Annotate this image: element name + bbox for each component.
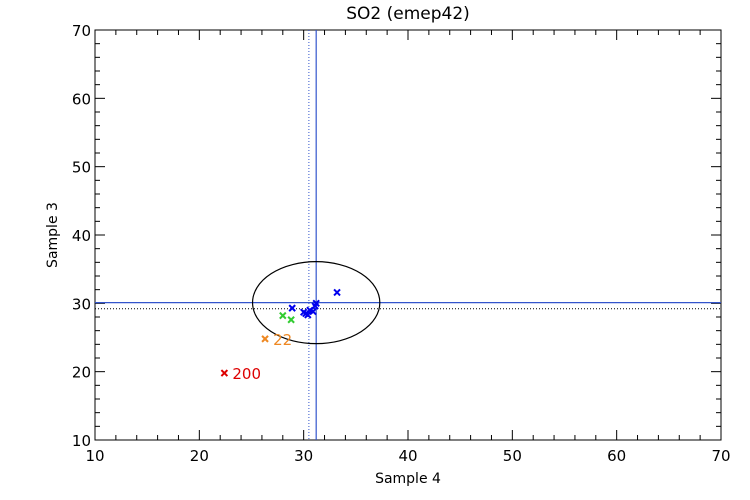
x-tick-label: 20	[190, 447, 209, 465]
chart-title: SO2 (emep42)	[346, 4, 470, 24]
x-tick-label: 50	[503, 447, 522, 465]
y-tick-label: 20	[72, 364, 91, 382]
x-tick-label: 70	[711, 447, 730, 465]
y-axis-title: Sample 3	[45, 202, 61, 268]
plot-area: 10 20 30 40 50 60 70 10 20 30 40 50 60 70 200 22	[72, 22, 731, 465]
y-tick-label: 10	[72, 432, 91, 450]
x-tick-label: 10	[85, 447, 104, 465]
scatter-point	[333, 288, 341, 297]
x-tick-label: 60	[607, 447, 626, 465]
scatter-point	[220, 369, 229, 377]
scatter-point	[261, 335, 269, 343]
scatter-point	[287, 316, 295, 324]
x-tick-label: 40	[398, 447, 417, 465]
scatter-point	[309, 307, 317, 316]
scatter-point	[312, 299, 320, 308]
y-tick-label: 70	[72, 22, 91, 40]
point-label: 22	[273, 331, 292, 349]
y-tick-label: 40	[72, 227, 91, 245]
plot-frame	[94, 29, 722, 441]
confidence-ellipse	[251, 261, 381, 345]
x-axis-title: Sample 4	[375, 471, 441, 487]
scatter-point	[288, 304, 296, 312]
y-tick-label: 60	[72, 90, 91, 108]
point-label: 200	[232, 365, 261, 383]
x-tick-label: 30	[294, 447, 313, 465]
y-tick-label: 50	[72, 159, 91, 177]
scatter-point	[304, 311, 312, 319]
scatter-point	[279, 311, 287, 320]
y-tick-label: 30	[72, 295, 91, 313]
